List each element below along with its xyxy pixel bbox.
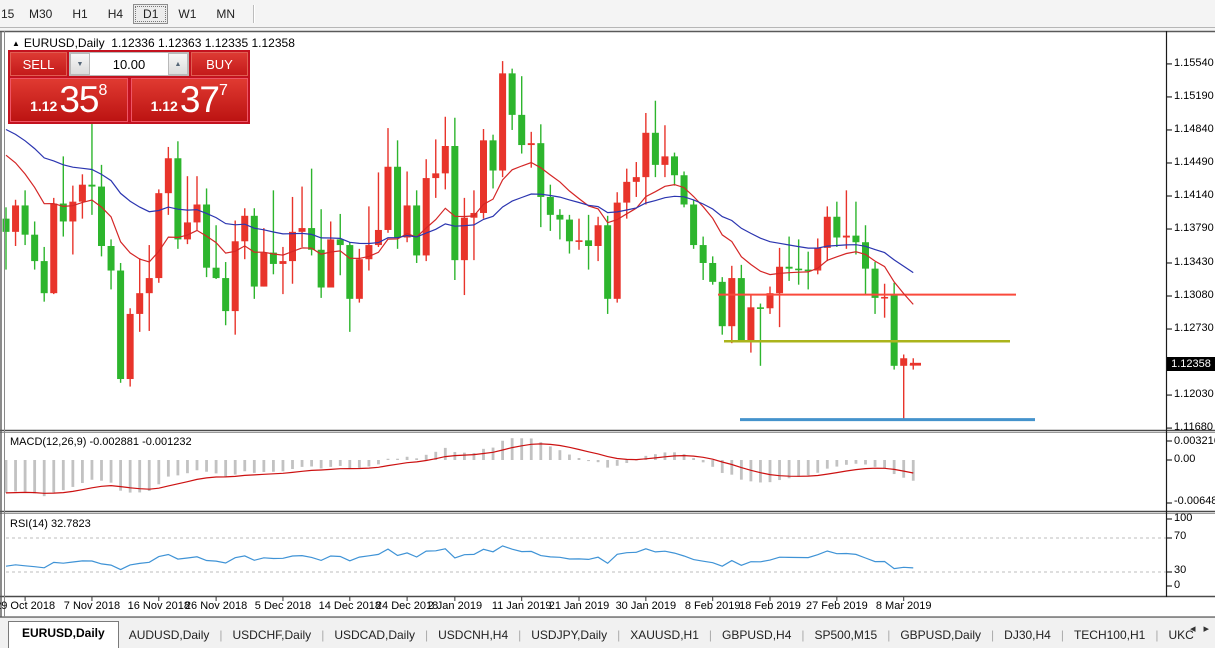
tab-gbpusd-h4[interactable]: GBPUSD,H4 xyxy=(722,628,792,642)
tab-separator: | xyxy=(708,628,713,642)
tab-separator: | xyxy=(219,628,223,642)
buy-price-prefix: 1.12 xyxy=(150,98,178,114)
chart-symbol-label: EURUSD,Daily xyxy=(23,36,105,50)
time-axis-label: 8 Mar 2019 xyxy=(875,600,932,612)
rsi-scale-label: 100 xyxy=(1174,512,1193,524)
tab-separator: | xyxy=(425,628,429,642)
time-axis-label: 11 Jan 2019 xyxy=(491,600,552,612)
timeframe-toolbar: 15 M30 H1 H4 D1 W1 MN xyxy=(0,0,1215,28)
timeframe-button-M30[interactable]: M30 xyxy=(29,7,53,21)
tab-dj30-h4[interactable]: DJ30,H4 xyxy=(1004,628,1051,642)
time-axis-label: 30 Jan 2019 xyxy=(615,600,677,612)
tab-sp500-m15[interactable]: SP500,M15 xyxy=(814,628,878,642)
tab-separator: | xyxy=(801,628,805,642)
time-axis-label: 24 Dec 2018 xyxy=(375,600,439,612)
price-axis-label: 1.14140 xyxy=(1174,188,1214,201)
time-axis-label: 27 Feb 2019 xyxy=(805,600,868,612)
buy-price-big: 37 xyxy=(179,79,220,121)
volume-input[interactable]: 10.00 xyxy=(90,53,168,75)
sell-button[interactable]: SELL xyxy=(10,52,67,76)
sell-price-big: 35 xyxy=(59,79,99,121)
tab-separator: | xyxy=(991,628,995,642)
tab-separator: | xyxy=(1060,628,1064,642)
macd-scale-label: 0.00 xyxy=(1174,453,1196,465)
price-axis-label: 1.11680 xyxy=(1174,421,1213,434)
current-price-tag: 1.12358 xyxy=(1167,357,1215,372)
time-axis-label: 26 Nov 2018 xyxy=(184,600,248,612)
tab-separator: | xyxy=(887,628,891,642)
volume-increase-button[interactable]: ▲ xyxy=(168,53,188,75)
price-axis-label: 1.13430 xyxy=(1174,255,1214,268)
time-axis-label: 29 Oct 2018 xyxy=(0,600,56,612)
time-axis-label: 2 Jan 2019 xyxy=(427,600,483,612)
timeframe-button-MN[interactable]: MN xyxy=(216,7,236,21)
timeframe-button-H1[interactable]: H1 xyxy=(72,7,88,21)
timeframe-button-15[interactable]: 15 xyxy=(1,7,15,21)
buy-button[interactable]: BUY xyxy=(191,52,248,76)
tab-gbpusd-daily[interactable]: GBPUSD,Daily xyxy=(900,628,982,642)
rsi-scale-label: 70 xyxy=(1174,530,1187,542)
price-axis-label: 1.14490 xyxy=(1174,155,1214,168)
one-click-trade-panel: SELL ▼ 10.00 ▲ BUY 1.12 35 8 1.12 37 7 xyxy=(8,50,250,124)
price-axis-label: 1.13790 xyxy=(1174,222,1214,235)
volume-spinner: ▼ 10.00 ▲ xyxy=(69,52,189,76)
price-axis-label: 1.15190 xyxy=(1174,89,1214,102)
timeframe-button-D1[interactable]: D1 xyxy=(133,4,169,24)
tab-tech100-h1[interactable]: TECH100,H1 xyxy=(1073,628,1146,642)
price-axis-label: 1.14840 xyxy=(1174,122,1214,135)
quote-close: 1.12358 xyxy=(251,36,295,50)
tab-usdcad-daily[interactable]: USDCAD,Daily xyxy=(334,628,415,642)
tab-usdchf-daily[interactable]: USDCHF,Daily xyxy=(232,628,312,642)
volume-decrease-button[interactable]: ▼ xyxy=(70,53,90,75)
macd-label: MACD(12,26,9) -0.002881 -0.001232 xyxy=(10,436,192,448)
rsi-scale-label: 0 xyxy=(1174,579,1181,591)
time-axis-label: 18 Feb 2019 xyxy=(739,600,801,612)
rsi-label: RSI(14) 32.7823 xyxy=(10,518,91,530)
sell-price-sup: 8 xyxy=(98,82,108,99)
time-axis-label: 14 Dec 2018 xyxy=(318,600,381,612)
price-axis-label: 1.12030 xyxy=(1174,388,1214,401)
tab-separator: | xyxy=(321,628,325,642)
macd-scale-label: 0.003216 xyxy=(1174,435,1215,447)
collapse-triangle-icon[interactable]: ▲ xyxy=(12,39,20,48)
tab-eurusd-daily[interactable]: EURUSD,Daily xyxy=(8,621,119,648)
tab-xauusd-h1[interactable]: XAUUSD,H1 xyxy=(630,628,699,642)
tab-usdjpy-daily[interactable]: USDJPY,Daily xyxy=(531,628,608,642)
time-axis-label: 21 Jan 2019 xyxy=(548,600,610,612)
price-axis-label: 1.13080 xyxy=(1174,289,1214,301)
time-axis-label: 16 Nov 2018 xyxy=(127,600,190,612)
quote-low: 1.12335 xyxy=(204,36,249,50)
timeframe-button-W1[interactable]: W1 xyxy=(178,7,197,21)
chart-title: ▲ EURUSD,Daily 1.12336 1.12363 1.12335 1.… xyxy=(12,36,295,50)
sell-price-prefix: 1.12 xyxy=(30,98,58,114)
macd-scale-label: -0.006485 xyxy=(1174,495,1215,507)
price-axis-label: 1.15540 xyxy=(1174,56,1214,69)
tabs-scroll-right-icon[interactable]: ▸ xyxy=(1203,623,1209,635)
quote-high: 1.12363 xyxy=(158,36,202,50)
chart-tab-bar: EURUSD,Daily AUDUSD,Daily | USDCHF,Daily | US… xyxy=(0,617,1215,648)
tab-audusd-daily[interactable]: AUDUSD,Daily xyxy=(128,628,210,642)
rsi-scale-label: 30 xyxy=(1174,564,1187,576)
tab-separator: | xyxy=(518,628,522,642)
timeframe-button-H4[interactable]: H4 xyxy=(107,7,124,21)
tab-separator: | xyxy=(1155,628,1159,642)
tab-separator: | xyxy=(617,628,621,642)
tab-usdcnh-h4[interactable]: USDCNH,H4 xyxy=(438,628,509,642)
toolbar-separator xyxy=(253,4,256,23)
tabs-scroll-left-icon[interactable]: ◂ xyxy=(1189,623,1196,635)
time-axis-label: 8 Feb 2019 xyxy=(684,600,741,612)
buy-price-button[interactable]: 1.12 37 7 xyxy=(130,78,248,122)
price-axis-label: 1.12730 xyxy=(1174,322,1214,335)
buy-price-sup: 7 xyxy=(219,82,228,99)
time-axis-label: 5 Dec 2018 xyxy=(254,600,312,612)
tab-ukc[interactable]: UKC xyxy=(1168,628,1194,642)
time-axis-label: 7 Nov 2018 xyxy=(63,600,121,612)
sell-price-button[interactable]: 1.12 35 8 xyxy=(10,78,128,122)
quote-open: 1.12336 xyxy=(111,36,155,50)
